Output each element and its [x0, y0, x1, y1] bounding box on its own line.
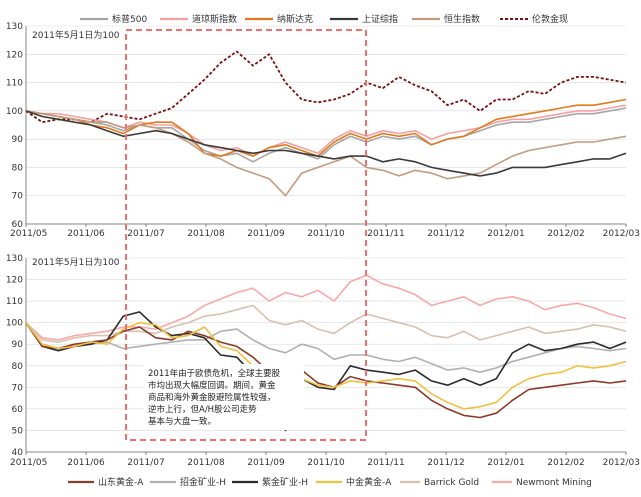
bottom-series [25, 274, 627, 432]
y-tick-label: 120 [6, 276, 23, 286]
y-tick-label: 130 [6, 22, 23, 32]
annotation: 2011年由于欧债危机，全球主要股 市均出现大幅度回调。期间，黄金 商品和海外黄… [144, 364, 304, 430]
x-tick-label: 2011/08 [187, 229, 225, 239]
x-tick-label: 2012/02 [547, 229, 584, 239]
annotation-line: 2011年由于欧债危机，全球主要股 [148, 368, 281, 379]
y-tick-label: 100 [6, 319, 23, 329]
x-tick-label: 2012/03 [603, 229, 640, 239]
x-tick-label: 2011/07 [127, 229, 164, 239]
series-line-gold [25, 50, 627, 124]
top-subtitle: 2011年5月1日为100 [32, 29, 120, 41]
annotation-line: 市均出现大幅度回调。期间，黄金 [148, 380, 276, 391]
top-panel: 标普500 道琼斯指数 纳斯达克 上证综指 恒生指数 伦敦金现 2011年5月1… [6, 13, 640, 239]
y-tick-label: 100 [6, 107, 23, 117]
annotation-background [144, 364, 304, 430]
top-x-axis: 2011/05 2011/06 2011/07 2011/08 2011/09 2011/… [10, 223, 640, 239]
y-tick-label: 90 [12, 340, 24, 350]
x-tick-label: 2011/08 [187, 458, 225, 468]
top-y-axis: 60 70 80 90 100 110 120 130 [6, 22, 27, 230]
bottom-y-axis: 40 50 60 70 80 90 100 110 120 130 [6, 254, 27, 458]
legend-label-gold: 伦敦金现 [532, 13, 568, 25]
x-tick-label: 2011/06 [67, 229, 105, 239]
x-tick-label: 2011/12 [427, 229, 464, 239]
x-tick-label: 2011/05 [10, 229, 47, 239]
y-tick-label: 70 [12, 192, 24, 202]
x-tick-label: 2011/07 [127, 458, 164, 468]
y-tick-label: 110 [6, 297, 23, 307]
legend-label-zhaojin: 招金矿业-H [180, 476, 226, 488]
bottom-legend: 山东黄金-A 招金矿业-H 紫金矿业-H 中金黄金-A Barrick Gold… [68, 476, 592, 488]
legend-label-nasdaq: 纳斯达克 [277, 13, 313, 25]
y-tick-label: 110 [6, 79, 23, 89]
legend-label-sse: 上证综指 [362, 13, 398, 25]
x-tick-label: 2011/09 [247, 229, 285, 239]
legend-label-zhongjin: 中金黄金-A [346, 476, 392, 488]
bottom-x-axis: 2011/05 2011/06 2011/07 2011/08 2011/09 2011/… [10, 451, 640, 468]
legend-label-dow: 道琼斯指数 [192, 13, 237, 25]
x-tick-label: 2011/05 [10, 458, 47, 468]
x-tick-label: 2012/02 [547, 458, 584, 468]
y-tick-label: 50 [12, 426, 24, 436]
y-tick-label: 70 [12, 383, 24, 393]
y-tick-label: 120 [6, 50, 23, 60]
x-tick-label: 2012/03 [603, 458, 640, 468]
x-tick-label: 2012/01 [487, 229, 524, 239]
legend-label-sp500: 标普500 [112, 13, 147, 25]
y-tick-label: 60 [12, 220, 24, 230]
x-tick-label: 2011/09 [247, 458, 285, 468]
annotation-line: 逆市上行，但A/H股公司走势 [148, 404, 257, 415]
series-line-hsi [25, 110, 627, 197]
annotation-line: 基本与大盘一致。 [148, 416, 216, 427]
y-tick-label: 80 [12, 163, 24, 173]
x-tick-label: 2011/10 [307, 458, 345, 468]
x-tick-label: 2011/11 [367, 229, 404, 239]
series-line-nasdaq [25, 98, 627, 157]
top-series [25, 50, 627, 197]
x-tick-label: 2012/01 [487, 458, 524, 468]
crisis-period-highlight [125, 29, 367, 441]
x-tick-label: 2011/11 [367, 458, 404, 468]
bottom-panel: 2011年5月1日为100 40 50 60 70 80 90 100 110 120 130 2… [6, 254, 640, 488]
y-tick-label: 130 [6, 254, 23, 264]
x-tick-label: 2011/06 [67, 458, 105, 468]
y-tick-label: 90 [12, 135, 24, 145]
series-line-shandong [25, 322, 627, 419]
x-tick-label: 2011/10 [307, 229, 345, 239]
legend-label-newmont: Newmont Mining [516, 478, 592, 488]
y-tick-label: 60 [12, 405, 24, 415]
top-legend: 标普500 道琼斯指数 纳斯达克 上证综指 恒生指数 伦敦金现 [80, 13, 568, 25]
legend-label-zijin: 紫金矿业-H [262, 476, 308, 488]
legend-label-hsi: 恒生指数 [444, 13, 480, 25]
legend-label-shandong: 山东黄金-A [98, 476, 144, 488]
x-tick-label: 2011/12 [427, 458, 464, 468]
y-tick-label: 80 [12, 362, 24, 372]
annotation-line: 商品和海外黄金股避险属性较强， [148, 392, 276, 403]
bottom-subtitle: 2011年5月1日为100 [32, 256, 120, 268]
y-tick-label: 40 [12, 448, 24, 458]
legend-label-barrick: Barrick Gold [424, 478, 479, 488]
